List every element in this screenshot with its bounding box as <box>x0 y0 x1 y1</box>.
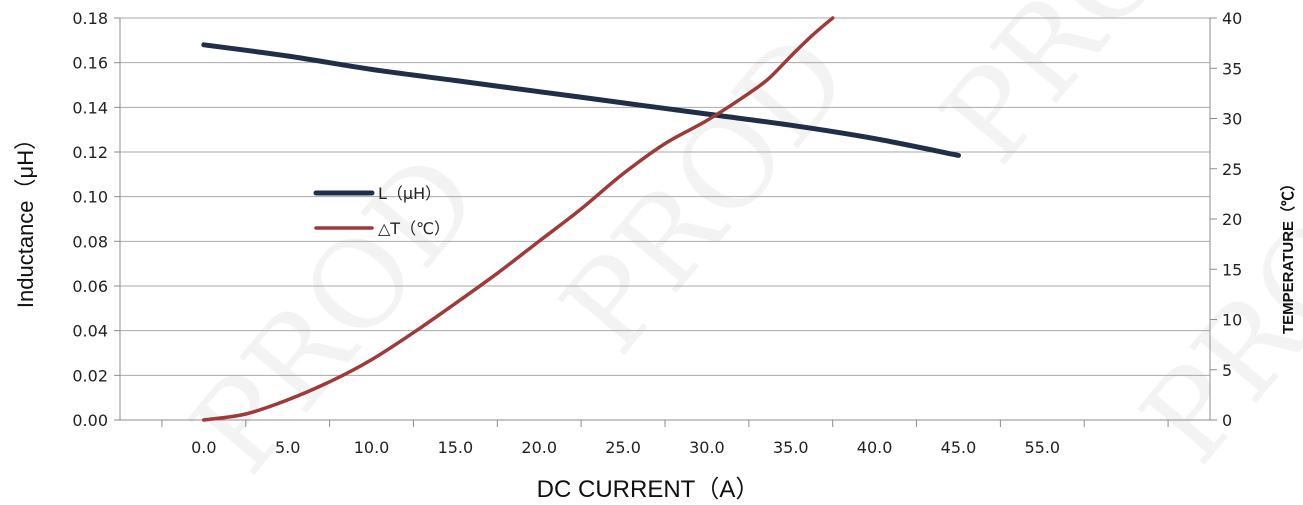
x-tick-label: 10.0 <box>354 438 390 457</box>
y2-tick-label: 20 <box>1222 210 1242 229</box>
x-axis-ticks: 0.0 5.0 10.0 15.0 20.0 25.0 30.0 35.0 40.0 45.0 55… <box>161 420 1169 457</box>
y-tick-label: 0.00 <box>72 411 108 430</box>
y2-axis-title: TEMPERATURE（℃） <box>1279 176 1297 334</box>
y2-tick-label: 5 <box>1222 361 1232 380</box>
x-tick-label: 35.0 <box>773 438 809 457</box>
x-tick-label: 40.0 <box>857 438 893 457</box>
watermark-text: PROD <box>1116 119 1303 488</box>
y2-tick-label: 0 <box>1222 411 1232 430</box>
y-tick-label: 0.04 <box>72 322 108 341</box>
x-axis-title: DC CURRENT（A） <box>537 476 760 503</box>
y-axis-title: Inductance（μH） <box>13 128 38 308</box>
watermark-text: PROD <box>536 9 878 378</box>
y2-tick-label: 40 <box>1222 9 1242 28</box>
y-tick-label: 0.06 <box>72 277 108 296</box>
y-tick-label: 0.18 <box>72 9 108 28</box>
legend-label: L（μH） <box>378 184 441 203</box>
series-line-inductance <box>201 42 961 158</box>
watermark-text: PROD <box>916 0 1258 189</box>
y-tick-label: 0.08 <box>72 232 108 251</box>
grid-lines <box>120 17 1210 421</box>
x-tick-label: 5.0 <box>275 438 300 457</box>
y-axis-ticks: 0.00 0.02 0.04 0.06 0.08 0.10 0.12 0.14 0.16 0.18 <box>72 9 120 430</box>
x-tick-label: 45.0 <box>941 438 977 457</box>
x-tick-label: 55.0 <box>1024 438 1060 457</box>
y-tick-label: 0.14 <box>72 98 108 117</box>
y2-tick-label: 30 <box>1222 110 1242 129</box>
legend: L（μH） △T（℃） <box>313 184 450 238</box>
y2-tick-label: 25 <box>1222 160 1242 179</box>
series-layer <box>201 16 961 422</box>
y2-tick-label: 35 <box>1222 59 1242 78</box>
x-tick-label: 15.0 <box>438 438 474 457</box>
x-tick-label: 30.0 <box>689 438 725 457</box>
legend-label: △T（℃） <box>378 219 450 238</box>
y-tick-label: 0.12 <box>72 143 108 162</box>
x-tick-label: 20.0 <box>521 438 557 457</box>
y2-axis-ticks: 0 5 10 15 20 25 30 35 40 <box>1210 9 1242 430</box>
y-tick-label: 0.16 <box>72 54 108 73</box>
watermark-layer: PRODPRODPRODPROD <box>166 0 1303 499</box>
x-tick-label: 0.0 <box>191 438 216 457</box>
series-line-temperature <box>202 16 835 422</box>
y-tick-label: 0.02 <box>72 366 108 385</box>
y-tick-label: 0.10 <box>72 188 108 207</box>
x-tick-label: 25.0 <box>605 438 641 457</box>
y2-tick-label: 15 <box>1222 260 1242 279</box>
y2-tick-label: 10 <box>1222 311 1242 330</box>
